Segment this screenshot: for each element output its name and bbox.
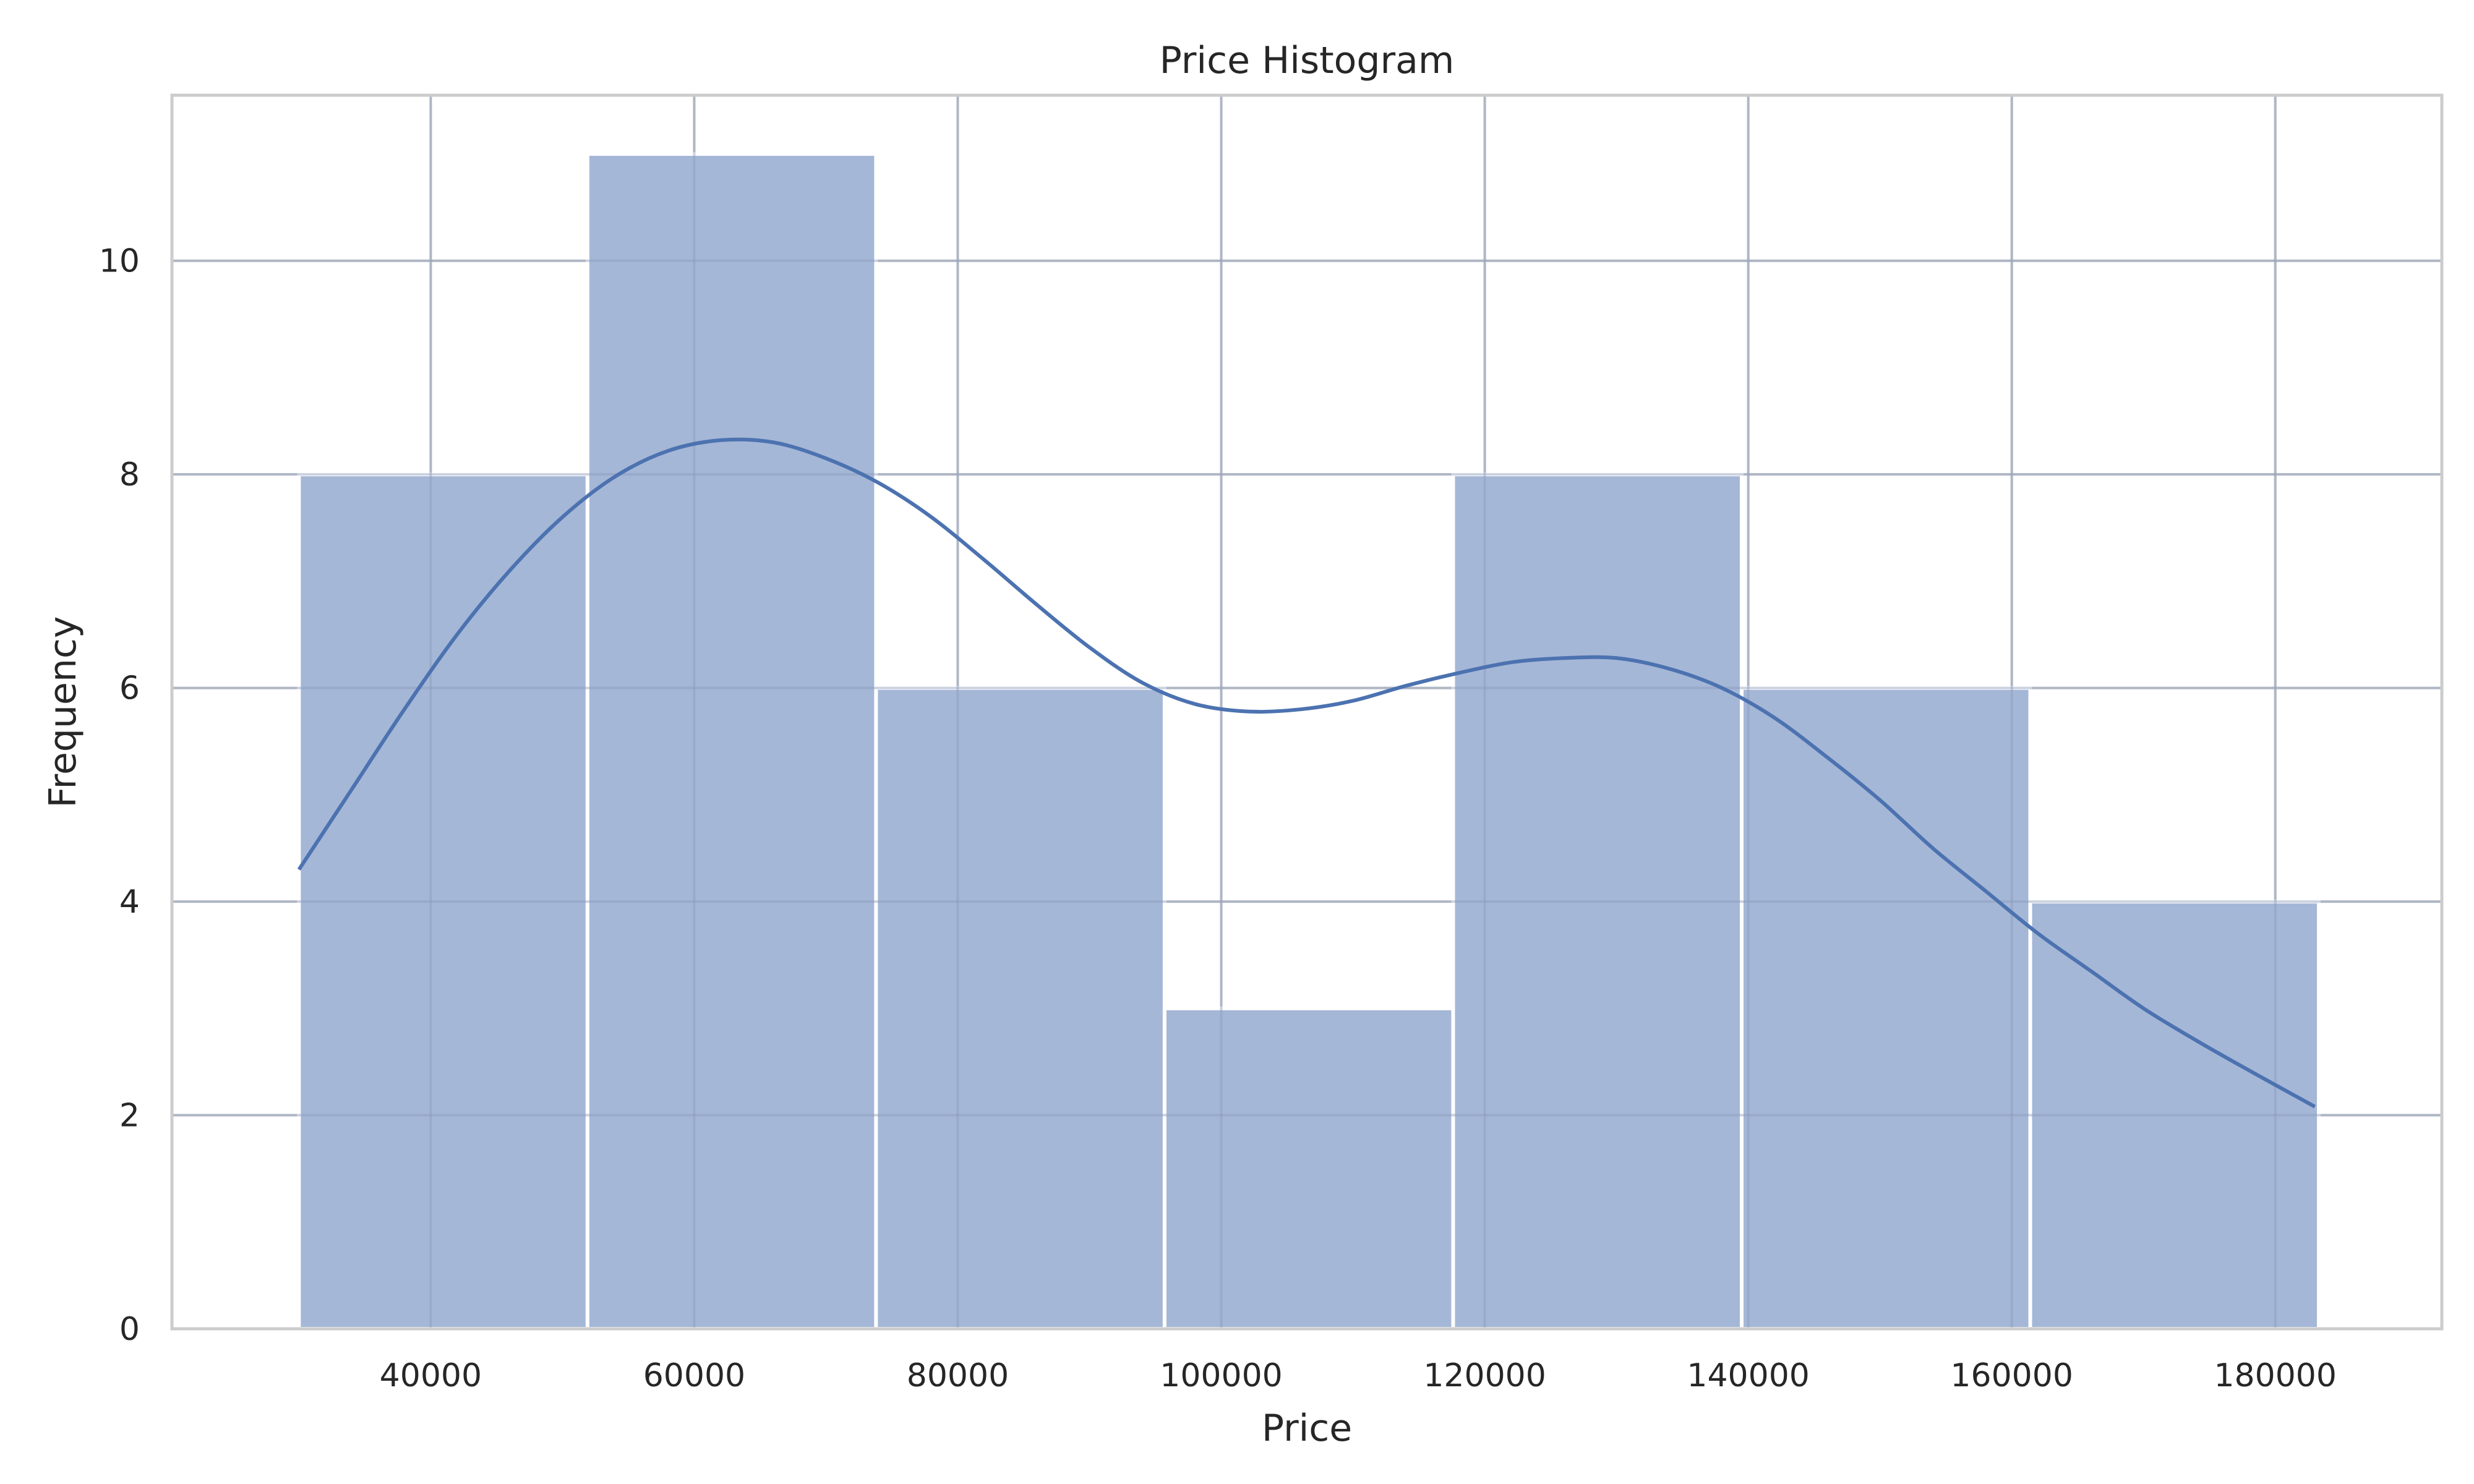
y-tick-label: 2: [119, 1098, 140, 1135]
x-tick-label: 40000: [380, 1357, 482, 1394]
y-tick-label: 10: [99, 243, 140, 280]
x-tick-label: 120000: [1423, 1357, 1546, 1394]
y-tick-label: 4: [119, 884, 140, 921]
x-tick-label: 180000: [2214, 1357, 2337, 1394]
histogram-bar: [2028, 900, 2321, 1331]
histogram-bars: [297, 152, 2321, 1331]
kde-curve: [297, 437, 2316, 1109]
y-tick-label: 8: [119, 456, 140, 493]
x-tick-labels: 40000 60000 80000 100000 120000 140000 160000 1…: [380, 1357, 2337, 1394]
y-axis-label: Frequency: [41, 616, 85, 808]
y-tick-labels: 0 2 4 6 8 10: [99, 243, 140, 1348]
y-tick-label: 0: [119, 1311, 140, 1348]
histogram-bar: [1739, 686, 2032, 1331]
chart-title: Price Histogram: [1160, 39, 1455, 82]
grid-lines-overlay: [172, 95, 2442, 1329]
x-axis-label: Price: [1262, 1407, 1352, 1450]
x-tick-label: 60000: [643, 1357, 745, 1394]
x-tick-label: 140000: [1687, 1357, 1810, 1394]
y-tick-label: 6: [119, 670, 140, 707]
x-tick-label: 80000: [907, 1357, 1009, 1394]
histogram-bar: [1162, 1006, 1455, 1331]
histogram-bar: [874, 686, 1166, 1331]
x-tick-label: 160000: [1950, 1357, 2073, 1394]
histogram-bar: [585, 152, 878, 1331]
x-tick-label: 100000: [1160, 1357, 1283, 1394]
histogram-bar: [297, 472, 589, 1331]
plot-frame: [170, 93, 2444, 1331]
